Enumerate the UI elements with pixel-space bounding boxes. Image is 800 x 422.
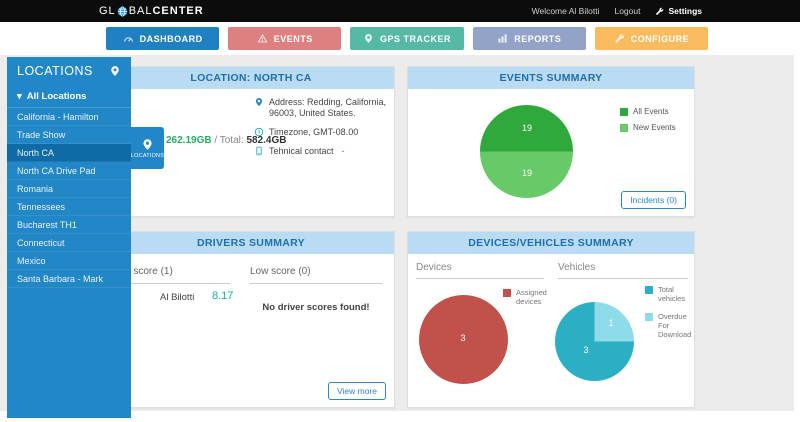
nav-reports-label: REPORTS <box>514 33 562 44</box>
nav-row: DASHBOARD EVENTS GPS TRACKER REPORTS <box>0 22 800 55</box>
globe-icon <box>117 5 127 17</box>
assigned-devices-legend-swatch <box>503 289 511 297</box>
overdue-legend-label: Overdue For Download <box>658 312 692 339</box>
new-events-legend-swatch <box>620 124 628 132</box>
sidebar-item-california-hamilton[interactable]: California - Hamilton <box>7 108 131 126</box>
sidebar-item-tennessees[interactable]: Tennessees <box>7 198 131 216</box>
vehicles-section-label: Vehicles <box>558 262 688 279</box>
storage-used-value: 262.19GB <box>166 135 212 146</box>
new-events-legend-label: New Events <box>633 123 676 132</box>
sidebar-item-north-ca[interactable]: North CA <box>7 144 131 162</box>
nav-events-button[interactable]: EVENTS <box>228 27 342 50</box>
bar-chart-icon <box>498 34 507 43</box>
all-events-legend-swatch <box>620 108 628 116</box>
driver-score: 8.17 <box>212 290 234 302</box>
contact-text: Tehnical contact <box>269 146 334 156</box>
devices-pie-chart <box>419 295 508 384</box>
gps-pin-icon <box>365 34 372 43</box>
overdue-legend-swatch <box>645 313 653 321</box>
locations-fab-label: LOCATIONS <box>130 152 165 159</box>
locations-toggle-button[interactable]: LOCATIONS <box>131 127 164 169</box>
high-score-column-header: High score (1) <box>108 266 230 284</box>
timezone-row: Timezone, GMT-08.00 <box>254 127 392 138</box>
warning-triangle-icon <box>257 33 268 43</box>
topbar: GL BAL CENTER Welcome Al Bilotti Logout S… <box>0 0 800 22</box>
total-vehicles-legend-swatch <box>645 286 653 294</box>
all-events-legend-label: All Events <box>633 107 669 116</box>
caret-down-icon: ▾ <box>17 91 22 102</box>
devices-section-label: Devices <box>416 262 544 279</box>
logo-suffix: CENTER <box>152 5 204 17</box>
drivers-card-title: DRIVERS SUMMARY <box>108 232 394 254</box>
sidebar-item-north-ca-drive-pad[interactable]: North CA Drive Pad <box>7 162 131 180</box>
welcome-text: Welcome Al Bilotti <box>531 6 600 16</box>
events-summary-card: EVENTS SUMMARY 19 19 All Events New Even… <box>407 66 695 217</box>
location-card-title: LOCATION: NORTH CA <box>108 67 394 89</box>
nav-dashboard-button[interactable]: DASHBOARD <box>106 27 220 50</box>
address-pin-icon <box>255 97 263 107</box>
vehicles-legend: Total vehicles Overdue For Download <box>645 285 693 339</box>
configure-wrench-icon <box>614 33 624 43</box>
address-text: Address: Redding, California, 96003, Uni… <box>269 97 387 118</box>
sidebar-title: LOCATIONS <box>17 64 93 78</box>
all-locations-label: All Locations <box>26 91 87 102</box>
nav-configure-button[interactable]: CONFIGURE <box>594 27 709 50</box>
nav-configure-label: CONFIGURE <box>630 33 690 44</box>
driver-name[interactable]: Al Bilotti <box>160 292 195 303</box>
sidebar-item-santa-barbara-mark[interactable]: Santa Barbara - Mark <box>7 270 131 288</box>
location-pin-icon <box>111 66 119 76</box>
clock-icon <box>254 127 264 137</box>
settings-link[interactable]: Settings <box>655 6 702 16</box>
events-pie-value-all: 19 <box>521 123 532 133</box>
logo-mid: BAL <box>128 5 153 17</box>
events-pie-value-new: 19 <box>521 168 532 178</box>
app-logo: GL BAL CENTER <box>99 0 204 22</box>
sidebar-items-list: California - Hamilton Trade Show North CA N… <box>7 108 131 288</box>
devices-card-title: DEVICES/VEHICLES SUMMARY <box>408 232 694 254</box>
events-legend: All Events New Events <box>620 107 676 132</box>
logo-prefix: GL <box>99 5 116 17</box>
sidebar-item-trade-show[interactable]: Trade Show <box>7 126 131 144</box>
nav-events-label: EVENTS <box>273 33 313 44</box>
logout-link[interactable]: Logout <box>614 6 641 16</box>
nav-dashboard-label: DASHBOARD <box>139 33 203 44</box>
locations-sidebar: LOCATIONS ▾ All Locations California - H… <box>7 57 131 418</box>
contact-value[interactable]: - <box>341 146 345 156</box>
events-pie-chart <box>480 105 573 198</box>
drivers-summary-card: DRIVERS SUMMARY High score (1) Low score… <box>107 231 395 408</box>
devices-pie-value: 3 <box>460 333 466 343</box>
storage-usage: 262.19GB / Total: 582.4GB <box>166 135 286 146</box>
address-row: Address: Redding, California, 96003, Uni… <box>254 97 392 119</box>
vehicles-pie-value-overdue: 1 <box>608 318 614 328</box>
vehicles-pie-value-total: 3 <box>583 345 589 355</box>
sidebar-item-mexico[interactable]: Mexico <box>7 252 131 270</box>
vehicles-pie-chart <box>555 302 634 381</box>
sidebar-item-romania[interactable]: Romania <box>7 180 131 198</box>
locations-fab-pin-icon <box>143 138 152 150</box>
devices-vehicles-card: DEVICES/VEHICLES SUMMARY Devices Vehicle… <box>407 231 695 408</box>
nav-gps-tracker-button[interactable]: GPS TRACKER <box>350 27 464 50</box>
storage-total-value: 582.4GB <box>246 135 287 146</box>
dashboard-gauge-icon <box>123 37 133 42</box>
no-scores-message: No driver scores found! <box>262 302 370 313</box>
sidebar-item-all-locations[interactable]: ▾ All Locations <box>7 85 131 108</box>
contact-row: Tehnical contact - <box>254 146 392 157</box>
sidebar-item-bucharest-th1[interactable]: Bucharest TH1 <box>7 216 131 234</box>
incidents-button[interactable]: Incidents (0) <box>621 191 686 209</box>
nav-gps-tracker-label: GPS TRACKER <box>380 33 452 44</box>
timezone-text: Timezone, GMT-08.00 <box>269 127 359 137</box>
wrench-icon <box>656 7 664 15</box>
total-vehicles-legend-label: Total vehicles <box>658 285 686 303</box>
nav-reports-button[interactable]: REPORTS <box>472 27 586 50</box>
settings-label: Settings <box>668 6 702 16</box>
devices-legend: Assigned devices <box>503 288 563 306</box>
assigned-devices-legend-label: Assigned devices <box>516 288 547 306</box>
sidebar-item-connecticut[interactable]: Connecticut <box>7 234 131 252</box>
storage-separator: / Total: <box>211 135 247 146</box>
phone-icon <box>256 146 262 156</box>
events-card-title: EVENTS SUMMARY <box>408 67 694 89</box>
view-more-button[interactable]: View more <box>328 382 386 400</box>
low-score-column-header: Low score (0) <box>250 266 382 284</box>
